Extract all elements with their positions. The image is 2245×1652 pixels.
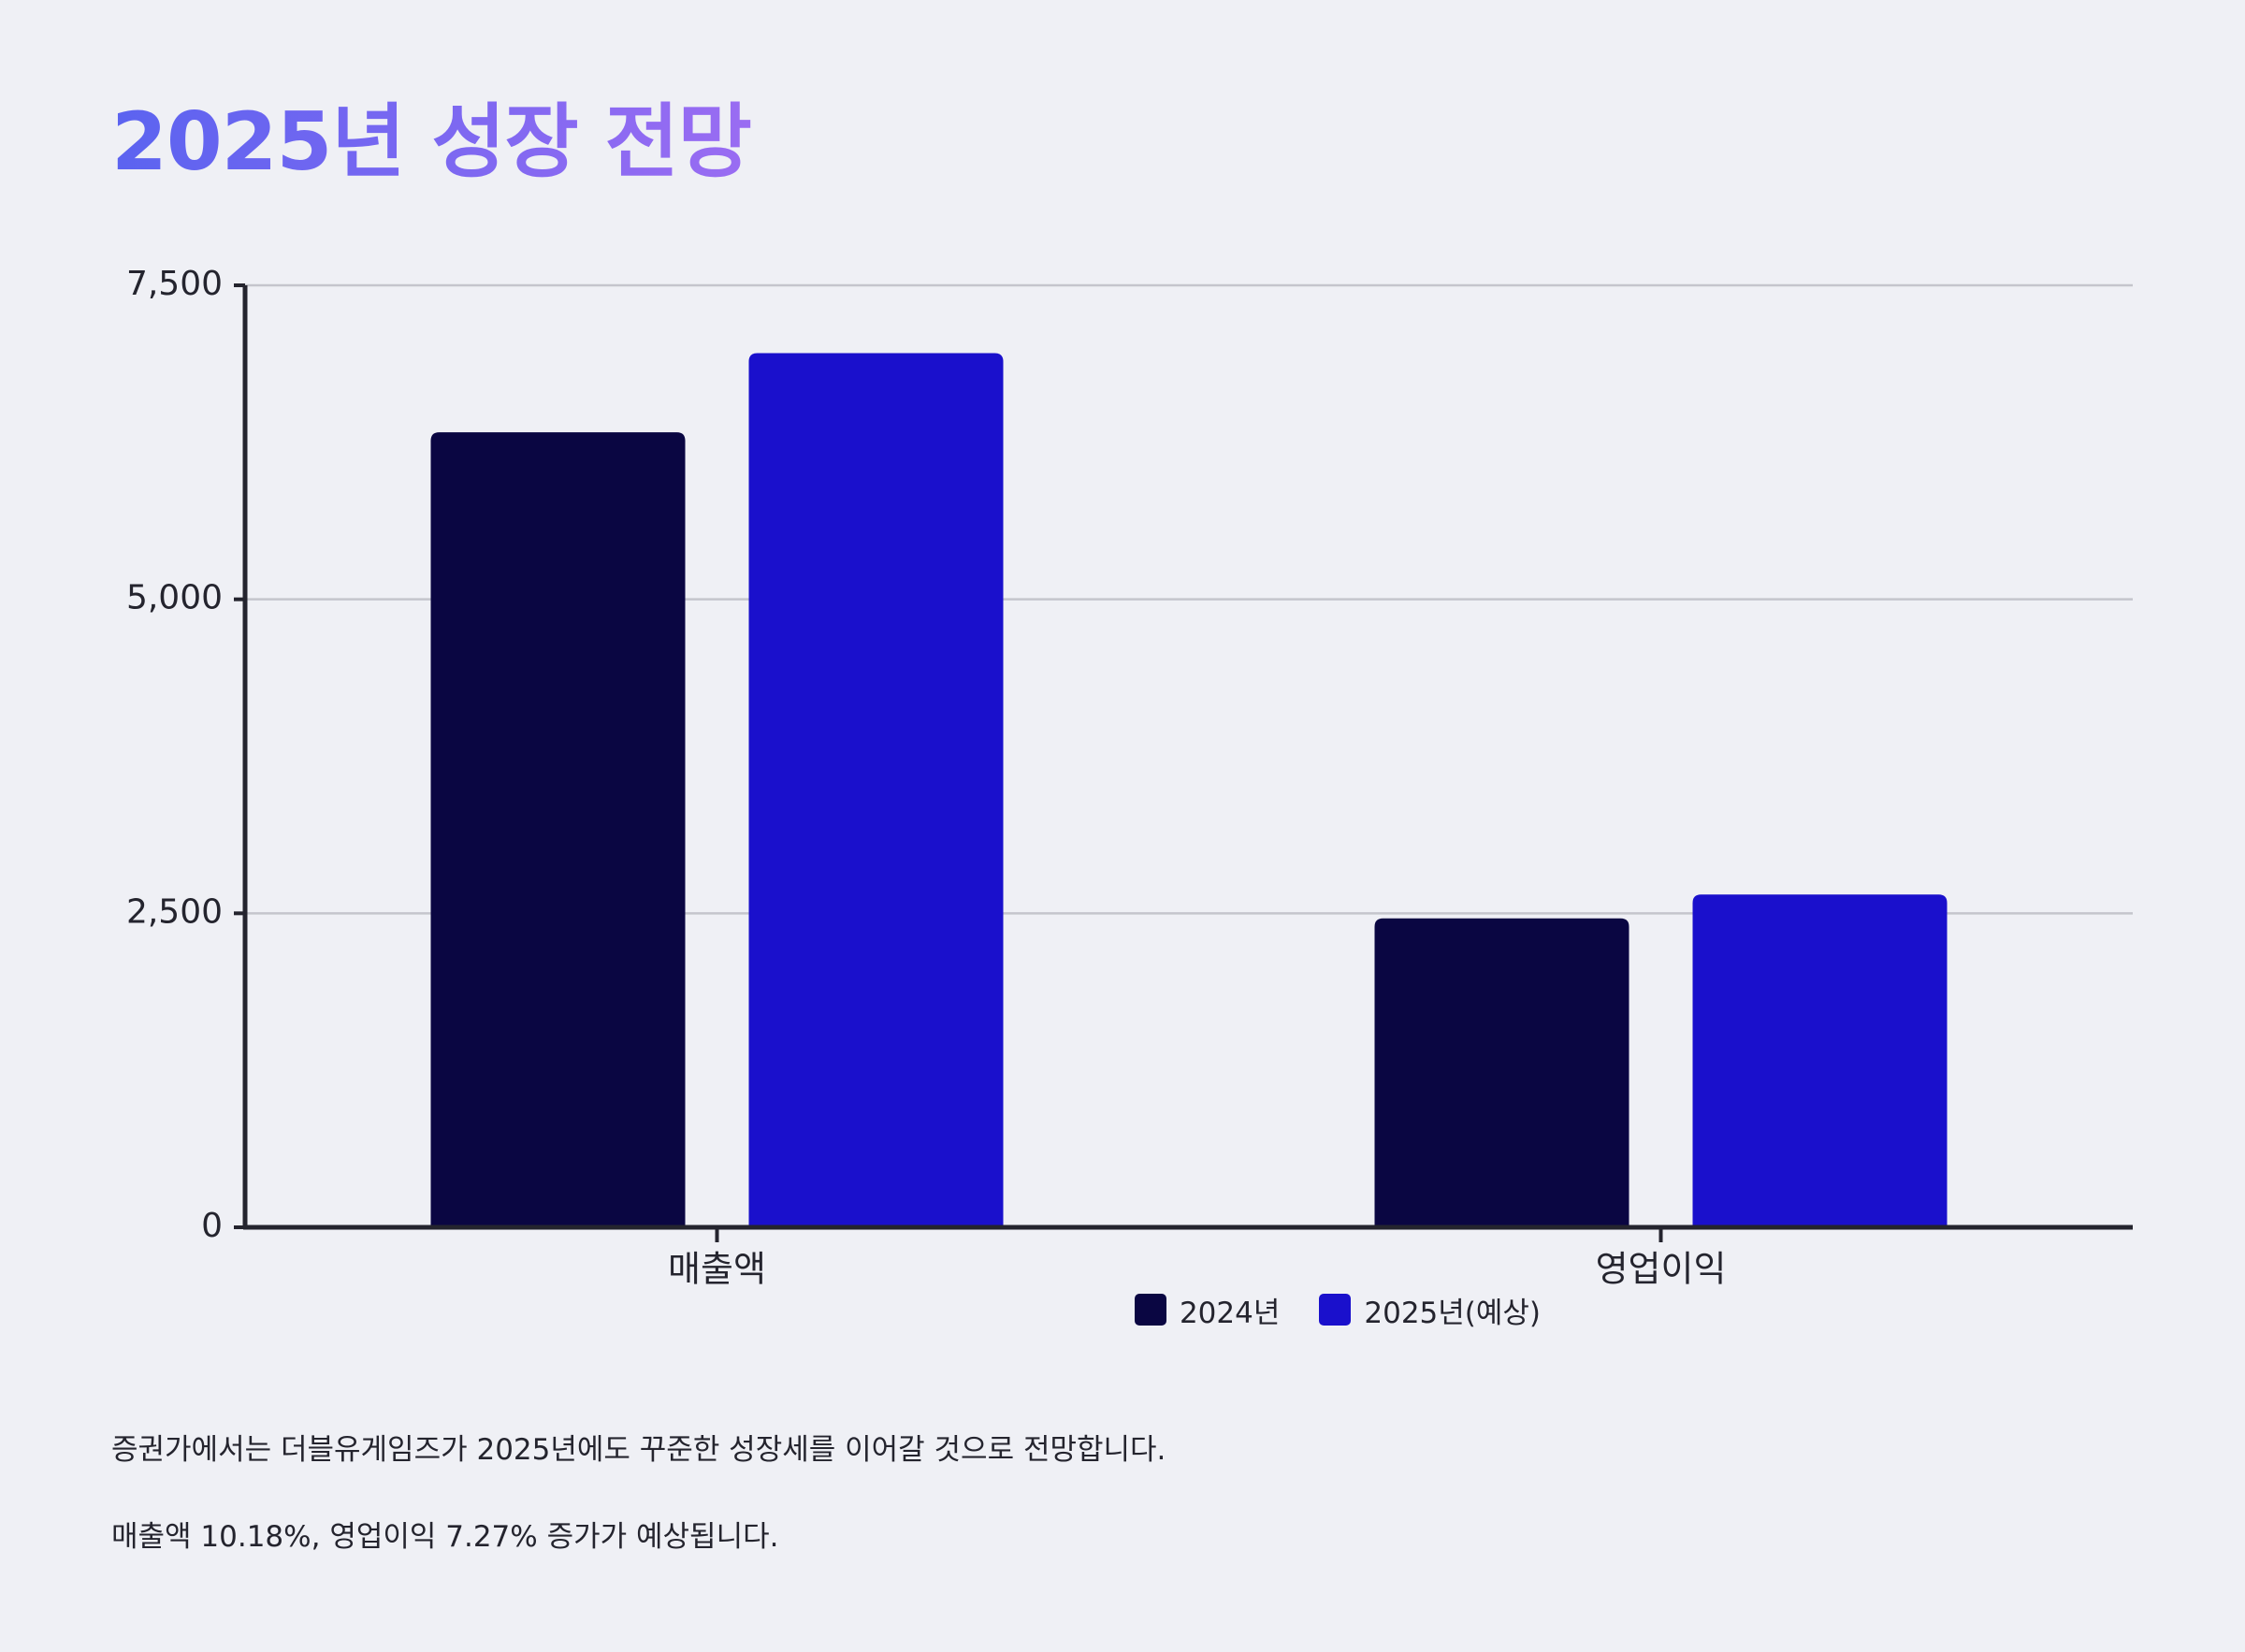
legend-swatch-2024	[1134, 1294, 1166, 1326]
legend-item-2025: 2025년(예상)	[1319, 1289, 1541, 1331]
bar-2025-1	[1692, 894, 1948, 1227]
legend-swatch-2025	[1319, 1294, 1352, 1326]
note-line-2: 매출액 10.18%, 영업이익 7.27% 증가가 예상됩니다.	[111, 1520, 779, 1554]
axis-labels: 0 2,500 5,000 7,500 매출액 영업이익	[126, 265, 1726, 1290]
y-tick-label: 2,500	[126, 892, 223, 931]
legend-label-2025: 2025년(예상)	[1364, 1296, 1542, 1330]
chart-legend: 2024년 2025년(예상)	[0, 1289, 2245, 1330]
note-line-1: 증권가에서는 더블유게임즈가 2025년에도 꾸준한 성장세를 이어갈 것으로 …	[111, 1433, 1166, 1467]
legend-label-2024: 2024년	[1179, 1296, 1281, 1330]
x-tick-label: 영업이익	[1596, 1249, 1727, 1290]
y-tick-label: 5,000	[126, 579, 223, 617]
x-tick-label: 매출액	[668, 1249, 766, 1290]
y-tick-label: 0	[201, 1207, 223, 1245]
legend-item-2024: 2024년	[1134, 1289, 1281, 1331]
bars	[430, 353, 1948, 1227]
bar-2025-0	[748, 353, 1004, 1227]
page-title: 2025년 성장 전망	[111, 86, 752, 198]
bar-2024-1	[1374, 918, 1629, 1227]
y-tick-label: 7,500	[126, 265, 223, 303]
bar-2024-0	[430, 432, 686, 1227]
axes	[234, 283, 2133, 1242]
bar-chart: 0 2,500 5,000 7,500 매출액 영업이익	[126, 265, 2133, 1290]
